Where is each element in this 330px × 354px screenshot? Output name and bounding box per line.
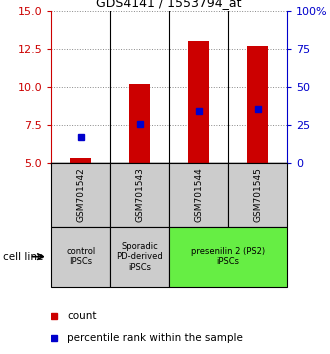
Bar (51, 227, 110, 287)
Bar (51, 163, 110, 227)
Bar (228, 163, 287, 227)
Bar (129, 84, 150, 163)
Text: percentile rank within the sample: percentile rank within the sample (67, 332, 243, 343)
Bar (188, 41, 209, 163)
Text: count: count (67, 311, 97, 321)
Text: GSM701543: GSM701543 (135, 167, 144, 222)
Bar (70, 158, 91, 163)
Bar (169, 163, 228, 227)
Bar (247, 46, 268, 163)
Text: presenilin 2 (PS2)
iPSCs: presenilin 2 (PS2) iPSCs (191, 247, 265, 266)
Text: cell line: cell line (3, 252, 44, 262)
Title: GDS4141 / 1553794_at: GDS4141 / 1553794_at (96, 0, 242, 10)
Text: GSM701542: GSM701542 (76, 167, 85, 222)
Bar (110, 227, 169, 287)
Bar (110, 163, 169, 227)
Text: control
IPSCs: control IPSCs (66, 247, 95, 266)
Bar (169, 227, 287, 287)
Text: Sporadic
PD-derived
iPSCs: Sporadic PD-derived iPSCs (116, 242, 163, 272)
Text: GSM701545: GSM701545 (253, 167, 262, 222)
Text: GSM701544: GSM701544 (194, 167, 203, 222)
